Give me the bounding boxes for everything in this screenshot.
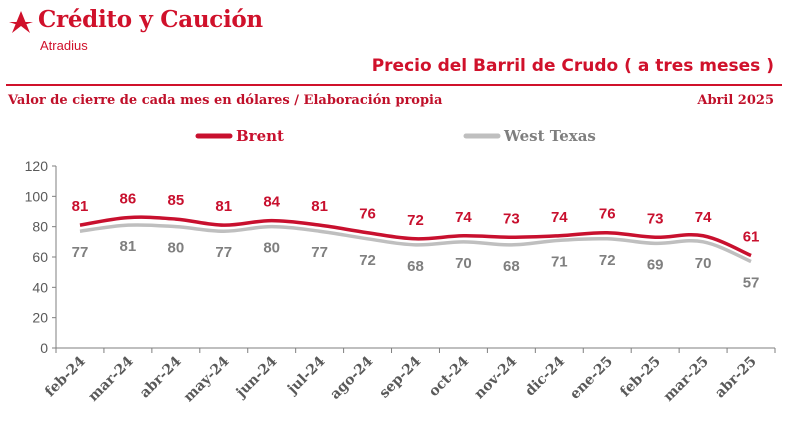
data-label-west-texas: 71 <box>551 253 568 270</box>
data-label-brent: 74 <box>551 209 568 226</box>
data-label-west-texas: 80 <box>263 240 280 257</box>
y-tick-label: 80 <box>32 219 48 235</box>
data-label-brent: 84 <box>263 194 280 211</box>
x-tick-label: jun-24 <box>232 353 281 402</box>
x-tick-label: sep-24 <box>376 353 424 401</box>
x-tick-label: feb-24 <box>42 353 89 400</box>
brand-subname: Atradius <box>40 38 88 53</box>
data-label-brent: 61 <box>743 228 760 245</box>
y-tick-label: 120 <box>25 158 49 174</box>
data-label-west-texas: 70 <box>695 255 712 272</box>
y-tick-label: 60 <box>32 249 48 265</box>
report-date: Abril 2025 <box>697 93 774 108</box>
data-label-west-texas: 81 <box>120 238 137 255</box>
data-label-brent: 72 <box>407 212 424 229</box>
data-label-brent: 81 <box>215 198 232 215</box>
data-label-brent: 73 <box>503 210 520 227</box>
title-divider <box>6 84 782 86</box>
data-label-west-texas: 68 <box>503 258 520 275</box>
x-tick-label: mar-24 <box>85 353 136 404</box>
data-label-brent: 81 <box>72 198 89 215</box>
data-label-west-texas: 68 <box>407 258 424 275</box>
legend-label-1: West Texas <box>503 127 596 145</box>
x-tick-label: abr-25 <box>712 354 760 402</box>
series-line-brent <box>79 215 752 258</box>
chart-title: Precio del Barril de Crudo ( a tres mese… <box>371 56 774 76</box>
data-label-brent: 76 <box>359 206 376 223</box>
series-line-west-texas <box>79 223 752 264</box>
data-label-brent: 85 <box>167 192 184 209</box>
x-tick-label: oct-24 <box>426 353 473 400</box>
x-tick-label: feb-25 <box>617 354 664 401</box>
x-tick-label: mar-25 <box>661 354 712 405</box>
legend-label-0: Brent <box>236 127 284 145</box>
data-label-west-texas: 77 <box>311 244 328 261</box>
brand-mark-icon <box>9 11 33 33</box>
x-tick-label: jul-24 <box>283 353 328 398</box>
data-label-west-texas: 77 <box>72 244 89 261</box>
x-tick-label: dic-24 <box>522 353 568 399</box>
brand-name: Crédito y Caución <box>38 6 263 33</box>
data-label-brent: 76 <box>599 206 616 223</box>
x-tick-label: may-24 <box>181 353 233 405</box>
data-label-west-texas: 70 <box>455 255 472 272</box>
x-tick-label: nov-24 <box>471 353 520 402</box>
data-label-west-texas: 80 <box>167 240 184 257</box>
data-label-brent: 74 <box>455 209 472 226</box>
line-chart: Brent West Texas020406080100120feb-24mar-… <box>25 127 776 405</box>
y-tick-label: 20 <box>32 310 48 326</box>
chart-subtitle: Valor de cierre de cada mes en dólares /… <box>8 93 443 108</box>
x-tick-label: abr-24 <box>137 353 185 401</box>
data-label-brent: 86 <box>120 191 137 208</box>
data-label-brent: 74 <box>695 209 712 226</box>
data-label-west-texas: 72 <box>599 252 616 269</box>
data-label-brent: 81 <box>311 198 328 215</box>
data-label-brent: 73 <box>647 210 664 227</box>
data-label-west-texas: 69 <box>647 256 664 273</box>
y-tick-label: 40 <box>32 279 48 295</box>
y-tick-label: 0 <box>40 340 48 356</box>
x-tick-label: ago-24 <box>327 353 376 402</box>
data-label-west-texas: 77 <box>215 244 232 261</box>
y-tick-label: 100 <box>25 188 49 204</box>
data-label-west-texas: 72 <box>359 252 376 269</box>
x-tick-label: ene-25 <box>567 354 616 403</box>
data-label-west-texas: 57 <box>743 275 760 292</box>
